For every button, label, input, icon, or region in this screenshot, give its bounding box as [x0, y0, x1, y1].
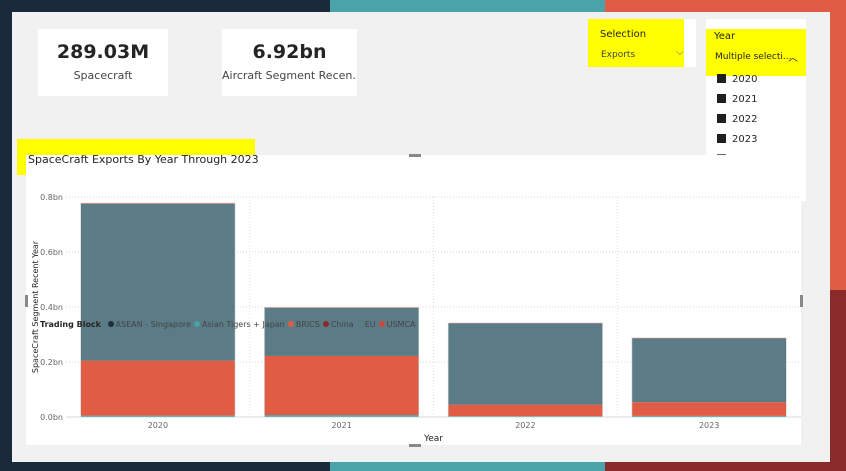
legend-label: USMCA [386, 320, 416, 329]
resize-handle-left[interactable] [25, 295, 28, 307]
legend-title: Trading Block [40, 320, 101, 329]
checkbox-checked-icon[interactable] [717, 74, 726, 83]
legend-item[interactable]: Asian Tigers + Japan [193, 320, 285, 329]
selection-slicer-value[interactable]: Exports [601, 50, 636, 60]
legend-swatch [378, 321, 385, 327]
kpi-card-spacecraft[interactable]: 289.03M Spacecraft [38, 29, 168, 96]
legend-swatch [287, 321, 294, 327]
year-option-label: 2023 [732, 134, 758, 145]
x-tick-label: 2023 [699, 421, 719, 430]
y-tick-label: 0.0bn [40, 413, 63, 422]
bar-segment [448, 416, 603, 417]
kpi-value: 6.92bn [252, 41, 327, 63]
x-tick-label: 2021 [331, 421, 351, 430]
bar-outline [447, 322, 603, 418]
bar-segment [448, 323, 603, 405]
kpi-label: Spacecraft [73, 69, 133, 82]
year-option-2023[interactable]: 2023 [717, 134, 757, 145]
selection-slicer[interactable]: Selection Exports ⌵ [588, 19, 696, 67]
bar-segment [264, 307, 419, 356]
year-option-label: 2021 [732, 94, 758, 105]
legend-item[interactable]: ASEAN - Singapore [107, 320, 191, 329]
chart-svg: 0.0bn 0.2bn 0.4bn 0.6bn 0.8bn 2020 2021 2022 202… [31, 193, 801, 444]
legend-label: ASEAN - Singapore [115, 320, 191, 329]
kpi-card-aircraft-segment[interactable]: 6.92bn Aircraft Segment Recen... [222, 29, 357, 96]
legend-item[interactable]: China [322, 320, 354, 329]
selection-slicer-title: Selection [600, 29, 647, 40]
bar-segment [448, 404, 603, 417]
year-option-2022[interactable]: 2022 [717, 114, 757, 125]
y-axis-title: SpaceCraft Segment Recent Year [31, 240, 40, 373]
checkbox-checked-icon[interactable] [717, 114, 726, 123]
x-tick-label: 2020 [148, 421, 168, 430]
resize-handle-top[interactable] [409, 154, 421, 157]
highlight-marker [588, 19, 684, 67]
bar-outline [80, 202, 236, 418]
legend-item[interactable]: BRICS [287, 320, 320, 329]
year-slicer-value[interactable]: Multiple selecti... [715, 52, 791, 62]
resize-handle-right[interactable] [800, 295, 803, 307]
legend-label: BRICS [295, 320, 320, 329]
bar-segment [80, 203, 236, 361]
bar-segment [264, 415, 419, 417]
bar-segment [631, 338, 787, 403]
legend-swatch [193, 321, 200, 327]
bar-outline [631, 337, 787, 418]
resize-handle-bottom[interactable] [409, 444, 421, 447]
bar-segment [264, 355, 419, 416]
chevron-up-icon[interactable]: ︿ [788, 53, 798, 64]
report-canvas: 289.03M Spacecraft 6.92bn Aircraft Segme… [12, 12, 830, 462]
bar-segment [631, 415, 787, 417]
legend-swatch [322, 321, 329, 327]
bar-segment [80, 415, 236, 417]
y-tick-label: 0.8bn [40, 193, 63, 202]
bar-outline [264, 306, 420, 418]
highlight-marker [706, 29, 806, 76]
stacked-bar-chart[interactable]: 0.0bn 0.2bn 0.4bn 0.6bn 0.8bn 2020 2021 2022 202… [26, 155, 801, 445]
bar-segment [80, 360, 236, 416]
background-teal-strip-top [330, 0, 605, 12]
chart-legend: Trading Block ASEAN - Singapore Asian Tig… [40, 320, 419, 329]
chart-title: SpaceCraft Exports By Year Through 2023 [28, 153, 259, 166]
year-option-2021[interactable]: 2021 [717, 94, 757, 105]
background-teal-strip-bottom [330, 462, 605, 471]
bar-segment [631, 402, 787, 416]
legend-item[interactable]: USMCA [378, 320, 416, 329]
checkbox-checked-icon[interactable] [717, 94, 726, 103]
kpi-label: Aircraft Segment Recen... [222, 69, 357, 82]
y-tick-label: 0.4bn [40, 303, 63, 312]
checkbox-checked-icon[interactable] [717, 134, 726, 143]
legend-item[interactable]: EU [356, 320, 376, 329]
x-axis-title: Year [423, 434, 443, 444]
legend-label: Asian Tigers + Japan [201, 320, 285, 329]
year-option-2020[interactable]: 2020 [717, 74, 757, 85]
bar-segment [80, 203, 236, 204]
y-tick-label: 0.2bn [40, 358, 63, 367]
x-tick-label: 2022 [515, 421, 535, 430]
year-slicer-title: Year [714, 31, 736, 42]
chevron-down-icon[interactable]: ⌵ [676, 47, 684, 58]
year-option-label: 2020 [732, 74, 758, 85]
kpi-value: 289.03M [56, 41, 150, 63]
y-tick-label: 0.6bn [40, 248, 63, 257]
legend-swatch [356, 321, 363, 327]
legend-label: China [330, 320, 354, 329]
legend-swatch [107, 321, 114, 327]
year-option-label: 2022 [732, 114, 758, 125]
legend-label: EU [364, 320, 376, 329]
